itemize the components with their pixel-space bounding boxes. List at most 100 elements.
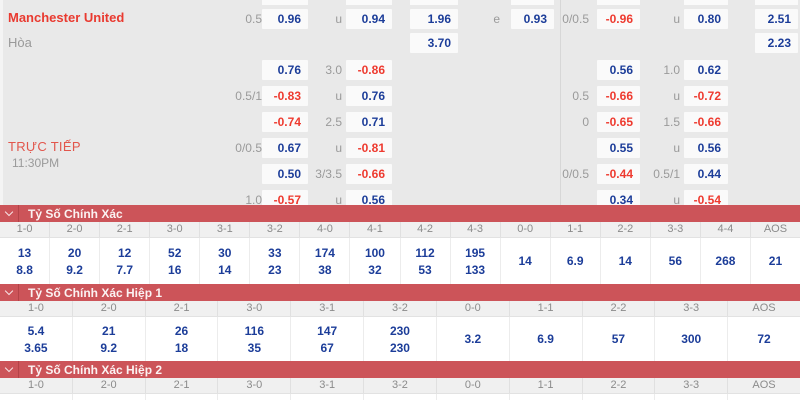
score-odds-cell [291,394,365,400]
score-odds-cell[interactable]: 33 23 [250,238,301,284]
score-odds-cell[interactable]: 20 9.2 [50,238,101,284]
score-odds-cell[interactable]: 14 [501,238,551,284]
collapse-toggle[interactable] [0,284,19,301]
score-odds-cell[interactable]: 52 16 [150,238,201,284]
score-odds-cell[interactable]: 147 67 [291,317,365,361]
score-odds-cell[interactable]: 30 14 [200,238,251,284]
score-odds-cell [73,394,146,400]
odds-value-box[interactable]: -0.66 [684,112,728,132]
odds-value-box[interactable]: 0.76 [262,60,308,80]
odds-value-box[interactable]: 3.70 [410,33,458,53]
score-odds-value: 18 [174,340,189,355]
odds-value-box[interactable]: 0.55 [597,138,640,158]
score-odds-cell[interactable]: 3.2 [437,317,510,361]
odds-value-box[interactable]: -0.65 [597,112,640,132]
collapse-toggle[interactable] [0,361,19,378]
odds-value-box[interactable]: 0.44 [684,164,728,184]
score-odds-cell[interactable]: 230 230 [364,317,437,361]
score-odds-value: 14 [518,254,532,268]
score-column-header: 1-0 [0,301,73,316]
draw-label: Hòa [8,35,32,50]
score-odds-cell[interactable]: 21 [751,238,800,284]
score-odds-cell[interactable]: 72 [728,317,800,361]
odds-label: u [673,193,680,207]
clipped-odds-box [262,0,308,5]
score-odds-value: 195 [465,245,486,260]
odds-label: 0 [582,115,589,129]
score-odds-cell[interactable]: 26 18 [146,317,219,361]
odds-value-box[interactable]: 0.76 [346,86,392,106]
score-odds-cell[interactable]: 268 [701,238,751,284]
score-odds-cell[interactable]: 300 [655,317,729,361]
odds-value-box[interactable]: 0.93 [511,9,554,29]
odds-value-box[interactable]: -0.86 [346,60,392,80]
score-odds-cell [510,394,583,400]
score-odds-value: 16 [168,262,182,277]
score-odds-cell[interactable]: 174 38 [300,238,351,284]
odds-value-box[interactable]: 0.56 [684,138,728,158]
odds-value-box[interactable]: 0.71 [346,112,392,132]
score-odds-cell [364,394,437,400]
clipped-odds-box [684,0,728,5]
score-odds-cell [655,394,729,400]
score-odds-value: 8.8 [16,262,33,277]
odds-value-box[interactable]: -0.83 [262,86,308,106]
score-column-header: 2-2 [583,301,656,316]
odds-label: 1.5 [663,115,680,129]
odds-value-box[interactable]: 0.94 [346,9,392,29]
score-column-header: 1-1 [510,378,583,393]
score-column-header: 4-2 [401,222,451,237]
odds-value-box[interactable]: -0.44 [597,164,640,184]
odds-value-box[interactable]: 0.62 [684,60,728,80]
score-odds-value: 100 [364,245,385,260]
score-column-header: 2-2 [583,378,656,393]
chevron-down-icon [4,286,14,296]
odds-value-box[interactable]: 2.23 [755,33,798,53]
odds-panel: Manchester United Hòa TRỰC TIẾP 11:30PM … [0,0,798,210]
score-header-row: 1-0 2-0 2-1 3-0 3-1 3-2 0-0 1-1 2-2 3-3 AOS [0,301,800,317]
score-odds-value: 23 [268,262,282,277]
odds-value-box[interactable]: 0.67 [262,138,308,158]
score-odds-cell[interactable]: 57 [583,317,656,361]
score-odds-cell[interactable]: 5.4 3.65 [0,317,73,361]
odds-value-box[interactable]: 0.50 [262,164,308,184]
odds-value-box[interactable]: 0.80 [684,9,728,29]
odds-value-box[interactable]: -0.96 [597,9,640,29]
score-header-row: 1-0 2-0 2-1 3-0 3-1 3-2 0-0 1-1 2-2 3-3 AOS [0,378,800,394]
score-odds-cell[interactable]: 14 [601,238,651,284]
collapse-toggle[interactable] [0,205,19,222]
score-odds-value: 133 [465,262,486,277]
score-column-header: 3-1 [291,378,365,393]
odds-value-box[interactable]: 0.56 [597,60,640,80]
score-column-header: 2-1 [146,301,219,316]
score-odds-value: 20 [67,245,82,260]
score-odds-value: 230 [389,323,410,338]
odds-value-box[interactable]: 0.96 [262,9,308,29]
odds-value-box[interactable]: -0.66 [597,86,640,106]
score-odds-cell[interactable]: 116 35 [218,317,292,361]
odds-value-box[interactable]: -0.81 [346,138,392,158]
score-column-header: 2-1 [100,222,151,237]
section-header-bar[interactable]: Tỷ Số Chính Xác [0,205,800,222]
score-column-header: 3-3 [655,378,729,393]
score-odds-cell[interactable]: 6.9 [510,317,583,361]
score-odds-cell[interactable]: 112 53 [401,238,451,284]
score-column-header: AOS [752,379,776,391]
section-header-bar[interactable]: Tỷ Số Chính Xác Hiệp 1 [0,284,800,301]
score-odds-cell[interactable]: 6.9 [551,238,601,284]
score-odds-cell[interactable]: 195 133 [451,238,501,284]
live-label: TRỰC TIẾP [8,139,81,154]
odds-value-box[interactable]: 1.96 [410,9,458,29]
odds-value-box[interactable]: -0.66 [346,164,392,184]
odds-value-box[interactable]: 2.51 [755,9,798,29]
score-section: Tỷ Số Chính Xác Hiệp 2 1-0 2-0 2-1 3-0 3-1 3-2… [0,361,800,400]
odds-value-box[interactable]: -0.72 [684,86,728,106]
score-column-header: 3-1 [200,222,251,237]
odds-value-box[interactable]: -0.74 [262,112,308,132]
score-odds-cell[interactable]: 12 7.7 [100,238,151,284]
score-odds-cell[interactable]: 56 [651,238,701,284]
score-odds-cell[interactable]: 21 9.2 [73,317,146,361]
score-odds-cell[interactable]: 13 8.8 [0,238,51,284]
section-header-bar[interactable]: Tỷ Số Chính Xác Hiệp 2 [0,361,800,378]
score-odds-cell[interactable]: 100 32 [350,238,401,284]
